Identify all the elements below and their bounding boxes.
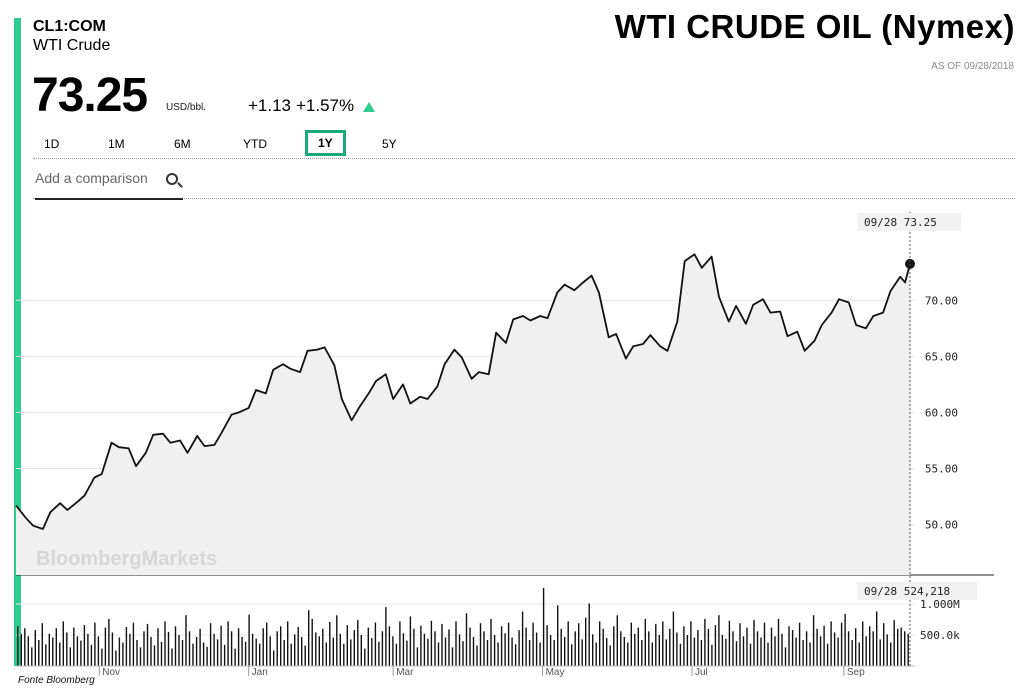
range-5y-button[interactable]: 5Y	[382, 137, 397, 151]
range-ytd-button[interactable]: YTD	[243, 137, 267, 151]
ticker-symbol: CL1:COM	[33, 18, 106, 35]
price-tick-label: 70.00	[925, 294, 958, 307]
price-tick-label: 55.00	[925, 462, 958, 475]
price-area-fill	[16, 254, 910, 576]
price-series-line	[15, 253, 911, 530]
last-price-marker	[905, 258, 915, 269]
crosshair: 09/28 73.25 09/28 524,218	[857, 212, 977, 666]
volume-readout: 09/28 524,218	[864, 585, 950, 598]
price-readout-box	[857, 213, 961, 231]
price-axis: 70.00 65.00 60.00 55.00 50.00	[925, 294, 958, 531]
price-tick-label: 65.00	[925, 350, 958, 363]
volume-tick-label: 500.0k	[920, 629, 960, 642]
time-tick-label: May	[546, 667, 565, 678]
price-change-percent: +1.57%	[296, 96, 355, 115]
range-1d-button[interactable]: 1D	[44, 137, 60, 151]
time-tick-label: Jul	[695, 667, 708, 678]
last-price: 73.25	[32, 69, 148, 122]
price-tick-label: 60.00	[925, 406, 958, 419]
volume-readout-box	[857, 582, 977, 600]
divider	[33, 198, 1015, 199]
price-change: +1.13	[248, 96, 292, 115]
up-arrow-icon	[363, 102, 375, 112]
time-tick-label: Mar	[396, 667, 414, 678]
price-area	[16, 254, 910, 576]
as-of-date: AS OF 09/28/2018	[931, 61, 1014, 72]
comparison-search[interactable]	[35, 170, 183, 200]
volume-bars	[17, 587, 909, 666]
price-readout: 09/28 73.25	[864, 216, 937, 229]
price-tick-label: 50.00	[925, 519, 958, 532]
time-axis: Nov Jan Mar May Jul Sep	[16, 665, 915, 678]
range-6m-button[interactable]: 6M	[174, 137, 191, 151]
volume-axis: 1.000M 500.0k	[920, 598, 960, 642]
time-tick-label: Nov	[102, 667, 120, 678]
volume-tick-label: 1.000M	[920, 598, 960, 611]
divider	[33, 158, 1015, 159]
instrument-name: WTI Crude	[33, 37, 111, 54]
range-1y-button[interactable]: 1Y	[305, 130, 346, 156]
time-tick-label: Jan	[252, 667, 268, 678]
comparison-input[interactable]	[35, 170, 155, 186]
accent-bar	[14, 18, 21, 666]
price-line	[15, 253, 915, 530]
watermark: BloombergMarkets	[36, 548, 217, 570]
price-unit: USD/bbl.	[166, 102, 207, 113]
range-1m-button[interactable]: 1M	[108, 137, 125, 151]
source-note: Fonte Bloomberg	[18, 675, 95, 686]
time-tick-label: Sep	[847, 667, 865, 678]
search-icon[interactable]	[166, 173, 178, 185]
page-title: WTI CRUDE OIL (Nymex)	[614, 8, 1015, 45]
